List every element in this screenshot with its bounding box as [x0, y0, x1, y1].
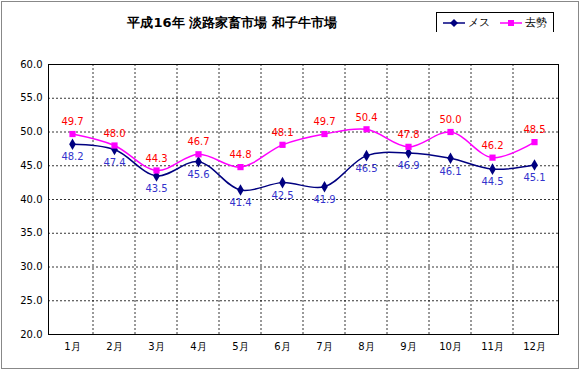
svg-text:41.4: 41.4 [229, 197, 251, 208]
svg-text:46.1: 46.1 [439, 166, 461, 177]
svg-text:2月: 2月 [106, 341, 122, 352]
svg-text:50.4: 50.4 [355, 112, 377, 123]
svg-text:49.7: 49.7 [313, 116, 335, 127]
svg-text:48.0: 48.0 [103, 128, 125, 139]
svg-text:40.0: 40.0 [20, 194, 42, 205]
svg-text:47.8: 47.8 [397, 129, 419, 140]
svg-text:46.7: 46.7 [187, 136, 209, 147]
svg-text:42.5: 42.5 [271, 190, 293, 201]
html-text:メス: メス [468, 16, 490, 29]
svg-text:50.0: 50.0 [20, 126, 42, 137]
svg-text:44.3: 44.3 [145, 153, 167, 164]
html-text:去勢: 去勢 [525, 16, 547, 29]
svg-text:11月: 11月 [481, 341, 504, 352]
svg-text:30.0: 30.0 [20, 261, 42, 272]
svg-text:48.5: 48.5 [523, 124, 545, 135]
svg-text:10月: 10月 [439, 341, 462, 352]
svg-text:60.0: 60.0 [20, 59, 42, 70]
svg-text:7月: 7月 [316, 341, 332, 352]
svg-text:3月: 3月 [148, 341, 164, 352]
svg-text:8月: 8月 [358, 341, 374, 352]
svg-text:44.5: 44.5 [481, 176, 503, 187]
svg-text:45.1: 45.1 [523, 172, 545, 183]
svg-text:47.4: 47.4 [103, 157, 125, 168]
svg-text:45.0: 45.0 [20, 160, 42, 171]
svg-text:4月: 4月 [190, 341, 206, 352]
svg-text:1月: 1月 [64, 341, 80, 352]
svg-text:43.5: 43.5 [145, 183, 167, 194]
svg-text:46.9: 46.9 [397, 160, 419, 171]
svg-text:55.0: 55.0 [20, 92, 42, 103]
svg-text:48.2: 48.2 [61, 151, 83, 162]
svg-text:35.0: 35.0 [20, 227, 42, 238]
svg-text:41.9: 41.9 [313, 194, 335, 205]
svg-text:46.5: 46.5 [355, 163, 377, 174]
html-text:平成16年 淡路家畜市場 和子牛市場: 平成16年 淡路家畜市場 和子牛市場 [127, 15, 337, 30]
svg-text:9月: 9月 [400, 341, 416, 352]
svg-text:20.0: 20.0 [20, 329, 42, 340]
svg-text:48.1: 48.1 [271, 127, 293, 138]
svg-text:46.2: 46.2 [481, 140, 503, 151]
svg-text:45.6: 45.6 [187, 169, 209, 180]
svg-text:49.7: 49.7 [61, 116, 83, 127]
svg-text:50.0: 50.0 [439, 114, 461, 125]
svg-text:5月: 5月 [232, 341, 248, 352]
svg-text:44.8: 44.8 [229, 149, 251, 160]
svg-text:12月: 12月 [523, 341, 546, 352]
svg-text:6月: 6月 [274, 341, 290, 352]
svg-text:25.0: 25.0 [20, 295, 42, 306]
